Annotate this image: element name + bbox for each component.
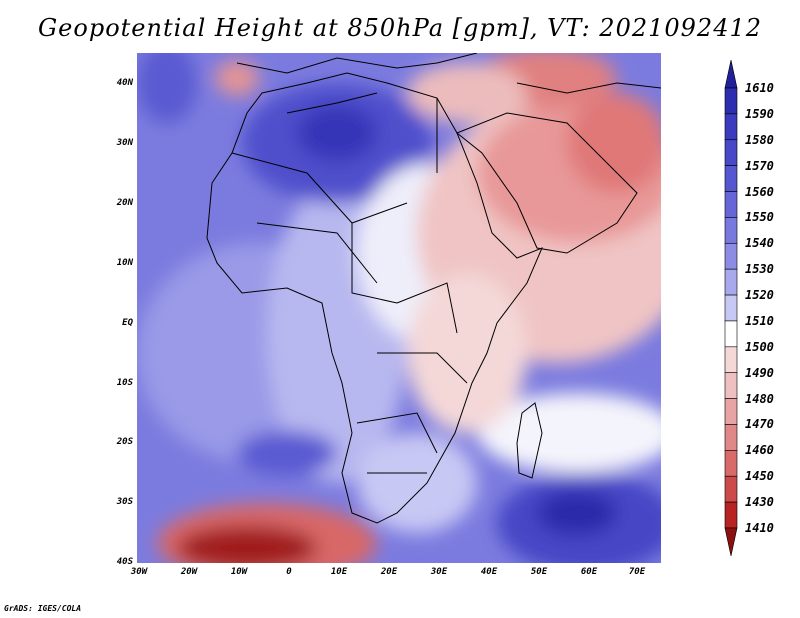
- map-title: Geopotential Height at 850hPa [gpm], VT:…: [38, 14, 762, 42]
- lon-label-10w: 10W: [230, 567, 248, 577]
- colorbar-level-label: 1540: [745, 236, 774, 251]
- lon-label-20e: 20E: [380, 567, 398, 577]
- colorbar-swatch: [724, 320, 738, 348]
- colorbar-level-label: 1500: [745, 339, 774, 354]
- colorbar-level-label: 1430: [745, 495, 774, 510]
- colorbar-swatch: [724, 501, 738, 529]
- colorbar-level-label: 1590: [745, 106, 774, 121]
- colorbar-level-label: 1460: [745, 443, 774, 458]
- colorbar-swatch: [724, 294, 738, 322]
- colorbar-level-label: 1550: [745, 210, 774, 225]
- lon-label-30e: 30E: [430, 567, 448, 577]
- colorbar-swatch: [724, 268, 738, 296]
- colorbar-level-label: 1580: [745, 132, 774, 147]
- colorbar-level-label: 1610: [745, 81, 774, 95]
- colorbar-level-label: 1470: [745, 417, 774, 432]
- colorbar-swatch: [724, 450, 738, 477]
- lon-label-10e: 10E: [330, 567, 348, 577]
- colorbar-swatch: [724, 346, 738, 374]
- colorbar-level-label: 1520: [745, 288, 774, 303]
- grads-credit: GrADS: IGES/COLA: [4, 604, 82, 613]
- lat-label-30n: 30N: [116, 138, 133, 148]
- lat-label-40n: 40N: [116, 78, 133, 88]
- lon-label-30w: 30W: [130, 567, 148, 577]
- colorbar-swatch: [724, 87, 738, 115]
- colorbar-level-label: 1570: [745, 158, 774, 173]
- lat-label-20s: 20S: [116, 437, 133, 447]
- lat-label-20n: 20N: [116, 198, 133, 208]
- lon-label-60e: 60E: [580, 567, 598, 577]
- colorbar-top-arrow: [724, 60, 738, 89]
- colorbar-swatch: [724, 372, 738, 399]
- map-panel: [137, 53, 661, 563]
- lat-label-10s: 10S: [116, 378, 133, 388]
- lon-label-20w: 20W: [180, 567, 198, 577]
- colorbar-level-label: 1480: [745, 391, 774, 406]
- lon-label-70e: 70E: [628, 567, 646, 577]
- lat-label-40s: 40S: [116, 557, 133, 567]
- colorbar-swatch: [724, 165, 738, 192]
- colorbar-bottom-arrow: [724, 527, 738, 556]
- colorbar-level-label: 1510: [745, 313, 774, 328]
- colorbar: [724, 60, 738, 556]
- colorbar-level-label: 1450: [745, 469, 774, 484]
- colorbar-swatch: [724, 475, 738, 503]
- colorbar-level-label: 1410: [745, 521, 774, 535]
- colorbar-swatch: [724, 217, 738, 244]
- lat-label-eq: EQ: [122, 318, 133, 328]
- colorbar-level-label: 1490: [745, 365, 774, 380]
- colorbar-level-label: 1560: [745, 184, 774, 199]
- lon-label-0: 0: [286, 567, 292, 577]
- colorbar-swatch: [724, 113, 738, 141]
- colorbar-swatch: [724, 424, 738, 451]
- height-field: [137, 53, 661, 563]
- colorbar-swatch: [724, 139, 738, 166]
- lat-label-30s: 30S: [116, 497, 133, 507]
- lon-label-40e: 40E: [480, 567, 498, 577]
- lat-label-10n: 10N: [116, 258, 133, 268]
- colorbar-swatch: [724, 398, 738, 425]
- colorbar-swatch: [724, 191, 738, 218]
- lon-label-50e: 50E: [530, 567, 548, 577]
- colorbar-swatch: [724, 242, 738, 270]
- colorbar-level-label: 1530: [745, 262, 774, 277]
